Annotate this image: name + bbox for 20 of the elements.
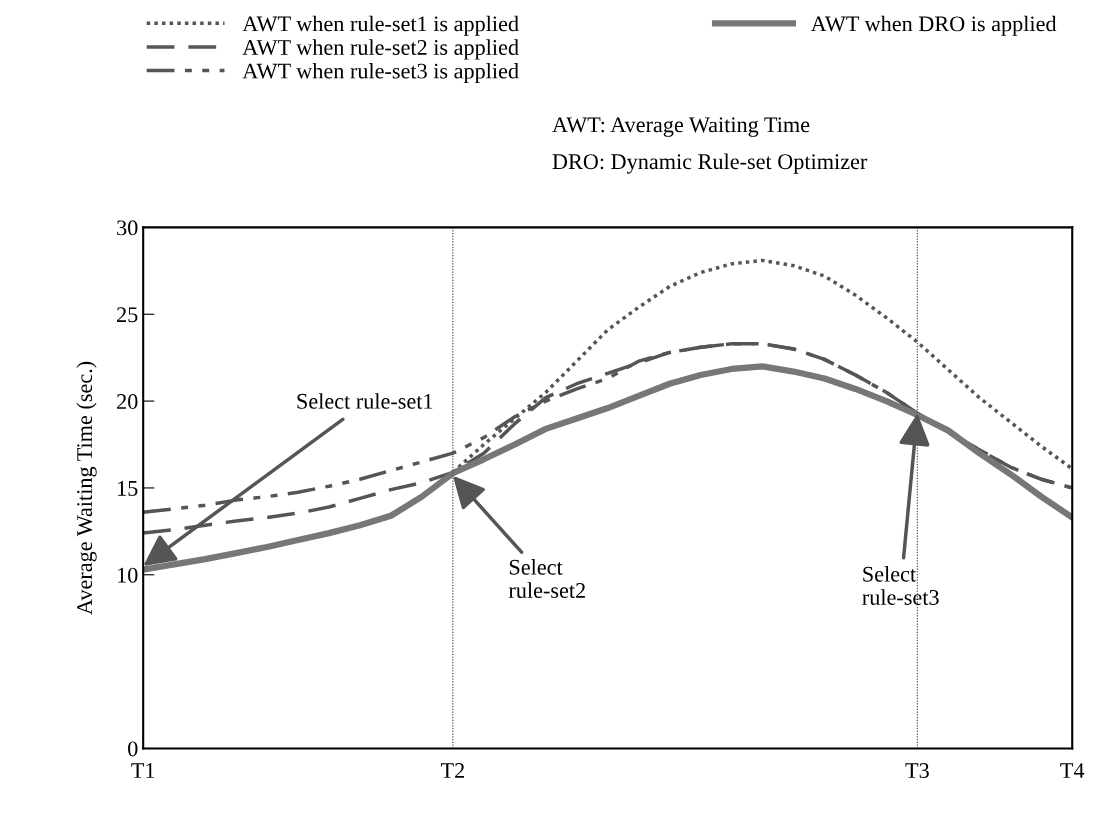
x-tick-label: T1 (131, 763, 155, 778)
x-tick-label: T4 (1060, 763, 1085, 778)
annotation: Select rule-set1 (297, 393, 433, 409)
legend-label: AWT when DRO is applied (810, 15, 1057, 36)
y-tick-label: 10 (118, 567, 138, 583)
text: AWT: Average Waiting Time (552, 117, 810, 137)
x-tick-label: T3 (905, 763, 929, 778)
annotation: Select rule-set2 (508, 559, 585, 598)
text: DRO: Dynamic Rule-set Optimizer (552, 153, 868, 174)
x-tick-label: T2 (440, 763, 464, 778)
y-axis-title: Average Waiting Time (sec.) (76, 361, 97, 615)
y-tick-label: 15 (118, 480, 138, 496)
y-tick-label: 20 (117, 394, 138, 410)
y-tick-label: 30 (117, 220, 138, 236)
legend-label: AWT when rule-set1 is applied (242, 15, 519, 36)
y-tick-label: 0 (128, 741, 138, 757)
y-tick-label: 25 (117, 307, 138, 323)
annotation: Select rule-set3 (862, 566, 939, 605)
legend-label: AWT when rule-set3 is applied (242, 62, 519, 84)
legend-label: AWT when rule-set2 is applied (242, 39, 519, 60)
